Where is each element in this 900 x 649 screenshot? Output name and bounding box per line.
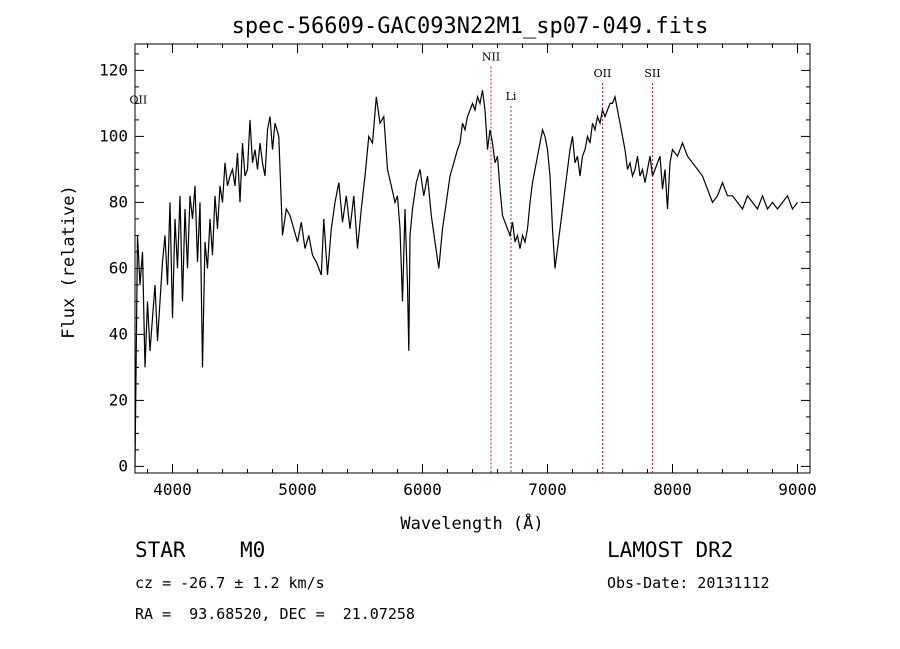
marker-label: SII bbox=[644, 67, 660, 80]
x-tick-label: 6000 bbox=[403, 480, 442, 499]
y-tick-label: 120 bbox=[99, 60, 128, 79]
plot-axes: 4000 5000 6000 7000 8000 9000 0 20 40 60 80 100 120 bbox=[99, 43, 817, 499]
coordinates-text: RA = 93.68520, DEC = 21.07258 bbox=[135, 605, 415, 623]
y-axis-label: Flux (relative) bbox=[59, 185, 79, 339]
chart-title: spec-56609-GAC093N22M1_sp07-049.fits bbox=[232, 14, 709, 39]
x-tick-label: 5000 bbox=[278, 480, 317, 499]
marker-label: Li bbox=[506, 90, 517, 103]
x-axis-label: Wavelength (Å) bbox=[400, 512, 543, 534]
y-tick-label: 60 bbox=[109, 258, 128, 277]
obs-date-text: Obs-Date: 20131112 bbox=[607, 574, 770, 592]
class-label: STAR bbox=[135, 538, 186, 562]
y-tick-label: 40 bbox=[109, 324, 128, 343]
subclass-label: M0 bbox=[240, 538, 266, 562]
y-tick-label: 20 bbox=[109, 390, 128, 409]
marker-label: OII bbox=[594, 67, 612, 80]
y-tick-label: 0 bbox=[118, 456, 128, 475]
x-tick-label: 9000 bbox=[778, 480, 817, 499]
cz-text: cz = -26.7 ± 1.2 km/s bbox=[135, 574, 325, 592]
x-tick-label: 4000 bbox=[153, 480, 192, 499]
marker-label: NII bbox=[482, 51, 500, 64]
y-tick-label: 100 bbox=[99, 126, 128, 145]
spectrum-line bbox=[134, 90, 798, 467]
marker-label: OII bbox=[130, 93, 148, 106]
plot-frame bbox=[134, 43, 811, 474]
x-tick-label: 8000 bbox=[653, 480, 692, 499]
x-tick-label: 7000 bbox=[528, 480, 567, 499]
emission-line-markers: OII NII Li OII SII bbox=[130, 51, 661, 473]
y-tick-label: 80 bbox=[109, 192, 128, 211]
survey-label: LAMOST DR2 bbox=[607, 538, 734, 562]
